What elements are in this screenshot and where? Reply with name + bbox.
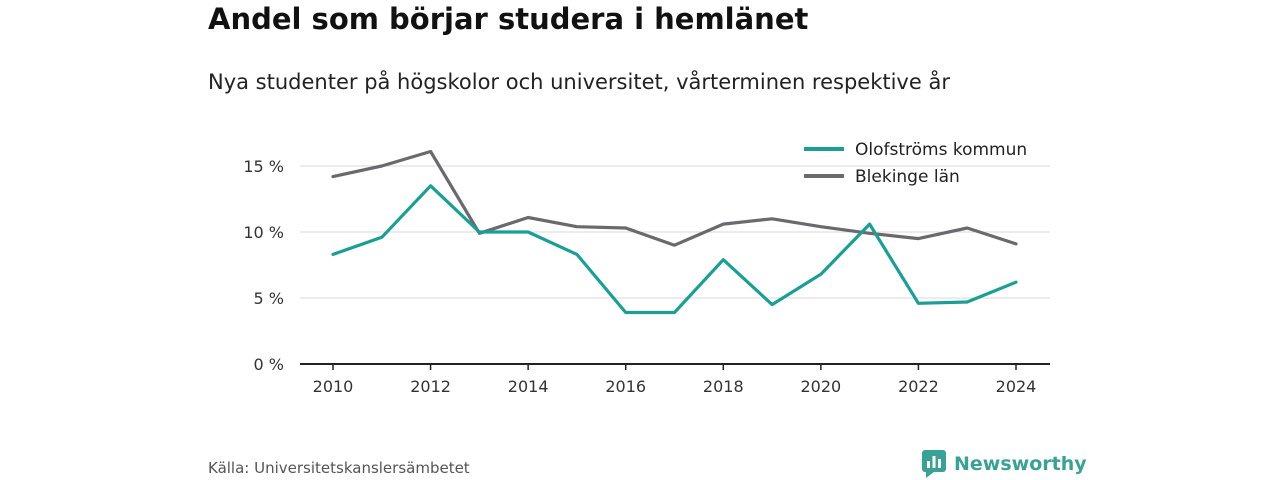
line-chart: 0 %5 %10 %15 % 2010 2012 2014 2016 2018 2020 2… (243, 140, 1050, 396)
series-lines (331, 149, 1018, 315)
series-line-blekinge (331, 149, 1018, 247)
legend-label: Blekinge län (855, 167, 960, 187)
y-tick-label: 5 % (254, 289, 284, 308)
legend-label: Olofströms kommun (855, 140, 1027, 160)
x-tick-label: 2020 (800, 377, 841, 396)
x-tick-label: 2022 (898, 377, 939, 396)
y-tick-labels: 0 % 5 % 10 % 15 % (243, 157, 284, 374)
brand-logo: Newsworthy (922, 450, 1087, 478)
y-tick-label: 10 % (243, 223, 284, 242)
x-tick-label: 2016 (605, 377, 646, 396)
x-tick-label: 2012 (410, 377, 451, 396)
chart-title: Andel som börjar studera i hemlänet (208, 2, 809, 36)
x-tick-label: 2014 (508, 377, 549, 396)
x-tick-label: 2018 (703, 377, 744, 396)
legend: Olofströms kommun Blekinge län (804, 140, 1027, 187)
brand-name: Newsworthy (954, 453, 1087, 475)
y-tick-label: 0 % (254, 355, 284, 374)
y-tick-label: 15 % (243, 157, 284, 176)
bar-chart-logo-icon (922, 450, 946, 478)
x-axis (300, 363, 1050, 370)
series-line-olofstrom (331, 184, 1018, 315)
x-tick-labels: 2010 2012 2014 2016 2018 2020 2022 2024 (313, 377, 1037, 396)
source-note: Källa: Universitetskanslersämbetet (208, 459, 470, 477)
x-tick-label: 2024 (996, 377, 1037, 396)
gridlines (300, 165, 1050, 299)
x-tick-label: 2010 (313, 377, 354, 396)
chart-subtitle: Nya studenter på högskolor och universit… (208, 70, 950, 94)
